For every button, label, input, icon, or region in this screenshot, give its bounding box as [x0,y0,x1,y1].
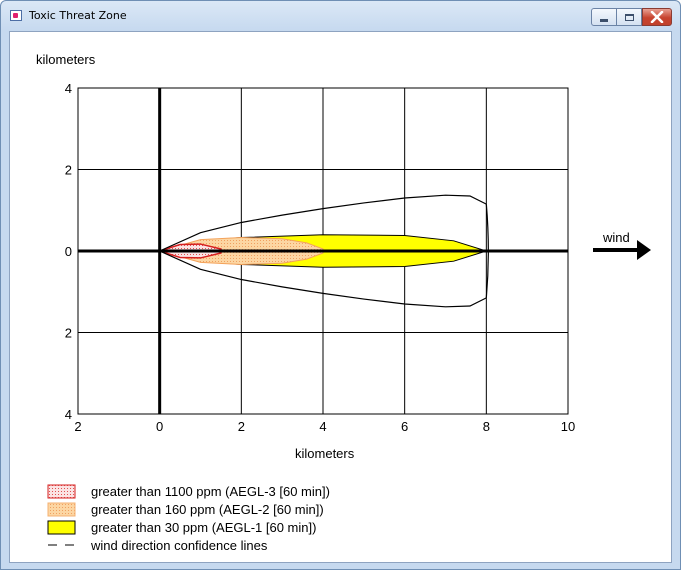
minimize-icon [600,18,608,22]
wind-label: wind [602,230,630,245]
x-tick-label: 8 [483,419,490,434]
y-tick-label: 0 [65,244,72,259]
chart-panel: 2 0 2 4 6 8 10 4 2 0 2 4 kilometers kilometers wind… [9,31,672,563]
x-tick-label: 2 [74,419,81,434]
x-tick-label: 6 [401,419,408,434]
y-tick-label: 4 [65,407,72,422]
x-tick-label: 2 [238,419,245,434]
legend-swatch-aegl2 [47,502,76,517]
y-tick-label: 2 [65,326,72,341]
window-title: Toxic Threat Zone [29,9,127,22]
x-axis-label: kilometers [295,446,355,461]
x-tick-label: 4 [319,419,326,434]
legend-label-aegl3: greater than 1100 ppm (AEGL-3 [60 min]) [91,484,330,499]
legend-label-aegl2: greater than 160 ppm (AEGL-2 [60 min]) [91,502,324,517]
confidence-line-lower [159,250,487,308]
legend-item-aegl2: greater than 160 ppm (AEGL-2 [60 min]) [47,502,324,517]
wind-arrow-icon [593,240,651,260]
app-icon [10,10,22,21]
minimize-button[interactable] [591,8,617,26]
close-button[interactable] [642,8,672,26]
confidence-line-upper [159,194,487,252]
maximize-icon [624,13,634,21]
x-tick-label: 0 [156,419,163,434]
y-tick-label: 2 [65,163,72,178]
legend-swatch-aegl1 [47,520,76,535]
legend: greater than 1100 ppm (AEGL-3 [60 min]) … [47,484,330,553]
y-axis-label: kilometers [36,52,96,67]
x-tick-label: 10 [561,419,575,434]
maximize-button[interactable] [617,8,642,26]
close-icon [650,11,664,23]
legend-item-confidence: wind direction confidence lines [48,538,268,553]
legend-label-aegl1: greater than 30 ppm (AEGL-1 [60 min]) [91,520,316,535]
y-tick-label: 4 [65,81,72,96]
wind-indicator: wind [593,230,651,260]
legend-label-confidence: wind direction confidence lines [90,538,268,553]
legend-item-aegl3: greater than 1100 ppm (AEGL-3 [60 min]) [47,484,330,499]
legend-item-aegl1: greater than 30 ppm (AEGL-1 [60 min]) [47,520,316,535]
title-bar[interactable]: Toxic Threat Zone [1,1,680,31]
legend-swatch-aegl3 [47,484,76,499]
